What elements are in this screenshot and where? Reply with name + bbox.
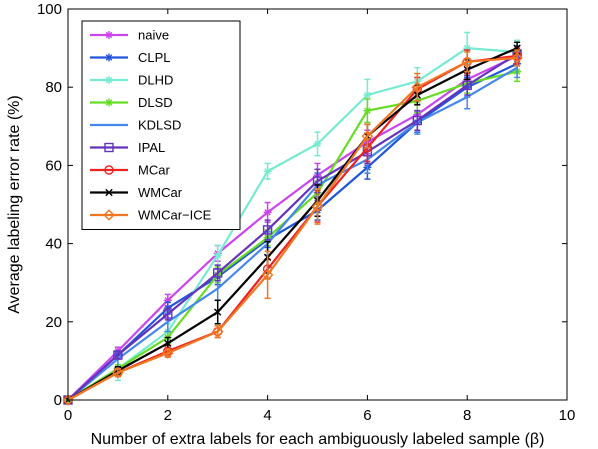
y-tick-label: 80 xyxy=(45,79,62,96)
series-line xyxy=(67,54,518,401)
legend-label: CLPL xyxy=(138,50,171,65)
legend-entry: MCar xyxy=(90,163,170,178)
x-tick-label: 0 xyxy=(64,407,72,424)
legend-entry: WMCar xyxy=(90,185,183,200)
x-marker xyxy=(164,339,172,347)
asterisk-marker xyxy=(263,208,272,217)
x-tick-label: 2 xyxy=(164,407,172,424)
y-tick-label: 40 xyxy=(45,236,62,253)
diamond-marker xyxy=(211,325,224,338)
y-tick-label: 60 xyxy=(45,157,62,174)
circle-marker xyxy=(104,165,114,175)
square-marker xyxy=(113,350,123,360)
x-axis-label: Number of extra labels for each ambiguou… xyxy=(91,431,545,448)
diamond-marker xyxy=(162,347,174,359)
asterisk-marker xyxy=(263,167,272,176)
y-tick-label: 20 xyxy=(45,314,62,331)
x-tick-label: 10 xyxy=(559,407,576,424)
legend-label: WMCar−ICE xyxy=(138,208,212,223)
series-line xyxy=(67,46,518,401)
square-marker xyxy=(104,142,114,153)
asterisk-marker xyxy=(363,91,372,100)
series-line xyxy=(67,47,518,401)
square-marker xyxy=(163,309,173,319)
diamond-marker xyxy=(112,366,124,379)
x-tick-label: 8 xyxy=(463,407,471,424)
y-axis-label: Average labeling error rate (%) xyxy=(6,95,23,313)
diamond-marker xyxy=(361,130,374,142)
diamond-marker xyxy=(461,55,473,68)
legend-entry: WMCar−ICE xyxy=(90,208,212,223)
series-line xyxy=(67,66,518,401)
legend-entry: CLPL xyxy=(90,50,171,65)
legend-label: DLSD xyxy=(138,95,173,110)
square-marker xyxy=(212,268,223,278)
legend-entry: IPAL xyxy=(90,140,165,155)
asterisk-marker xyxy=(105,53,113,62)
diamond-marker xyxy=(62,394,74,406)
legend: naive CLPL DLHD DLSD KDLSD IPAL MCar WMCar WMCar… xyxy=(81,20,241,230)
asterisk-marker xyxy=(313,139,322,148)
legend-entry: DLSD xyxy=(90,95,173,110)
legend-label: DLHD xyxy=(138,73,173,88)
plot-frame xyxy=(67,8,568,401)
diamond-marker xyxy=(311,200,324,213)
y-tick-label: 100 xyxy=(37,1,62,18)
x-tick-label: 4 xyxy=(263,407,271,424)
legend-entry: KDLSD xyxy=(90,118,181,133)
x-marker xyxy=(105,188,113,197)
asterisk-marker xyxy=(105,76,113,84)
legend-entry: naive xyxy=(90,28,169,43)
diamond-marker xyxy=(103,209,115,221)
diamond-marker xyxy=(411,81,424,93)
y-tick-label: 0 xyxy=(54,392,62,409)
series-line xyxy=(67,62,518,401)
legend-label: naive xyxy=(138,28,169,43)
series-layer xyxy=(62,31,523,406)
asterisk-marker xyxy=(105,98,113,107)
legend-label: MCar xyxy=(138,163,170,178)
legend-entry: DLHD xyxy=(90,73,173,88)
series-line xyxy=(67,56,518,401)
series-line xyxy=(67,53,518,401)
asterisk-marker xyxy=(105,31,113,39)
diamond-marker xyxy=(511,52,523,64)
series-wmcar-ice xyxy=(62,49,523,406)
asterisk-marker xyxy=(363,106,372,115)
legend-label: IPAL xyxy=(138,140,165,155)
legend-label: KDLSD xyxy=(138,118,181,133)
square-marker xyxy=(412,115,422,126)
square-marker xyxy=(262,225,273,235)
diamond-marker xyxy=(261,269,274,281)
legend-label: WMCar xyxy=(138,185,183,200)
x-tick-label: 6 xyxy=(363,407,371,424)
square-marker xyxy=(462,80,472,90)
x-marker xyxy=(214,308,222,316)
asterisk-marker xyxy=(213,251,222,260)
